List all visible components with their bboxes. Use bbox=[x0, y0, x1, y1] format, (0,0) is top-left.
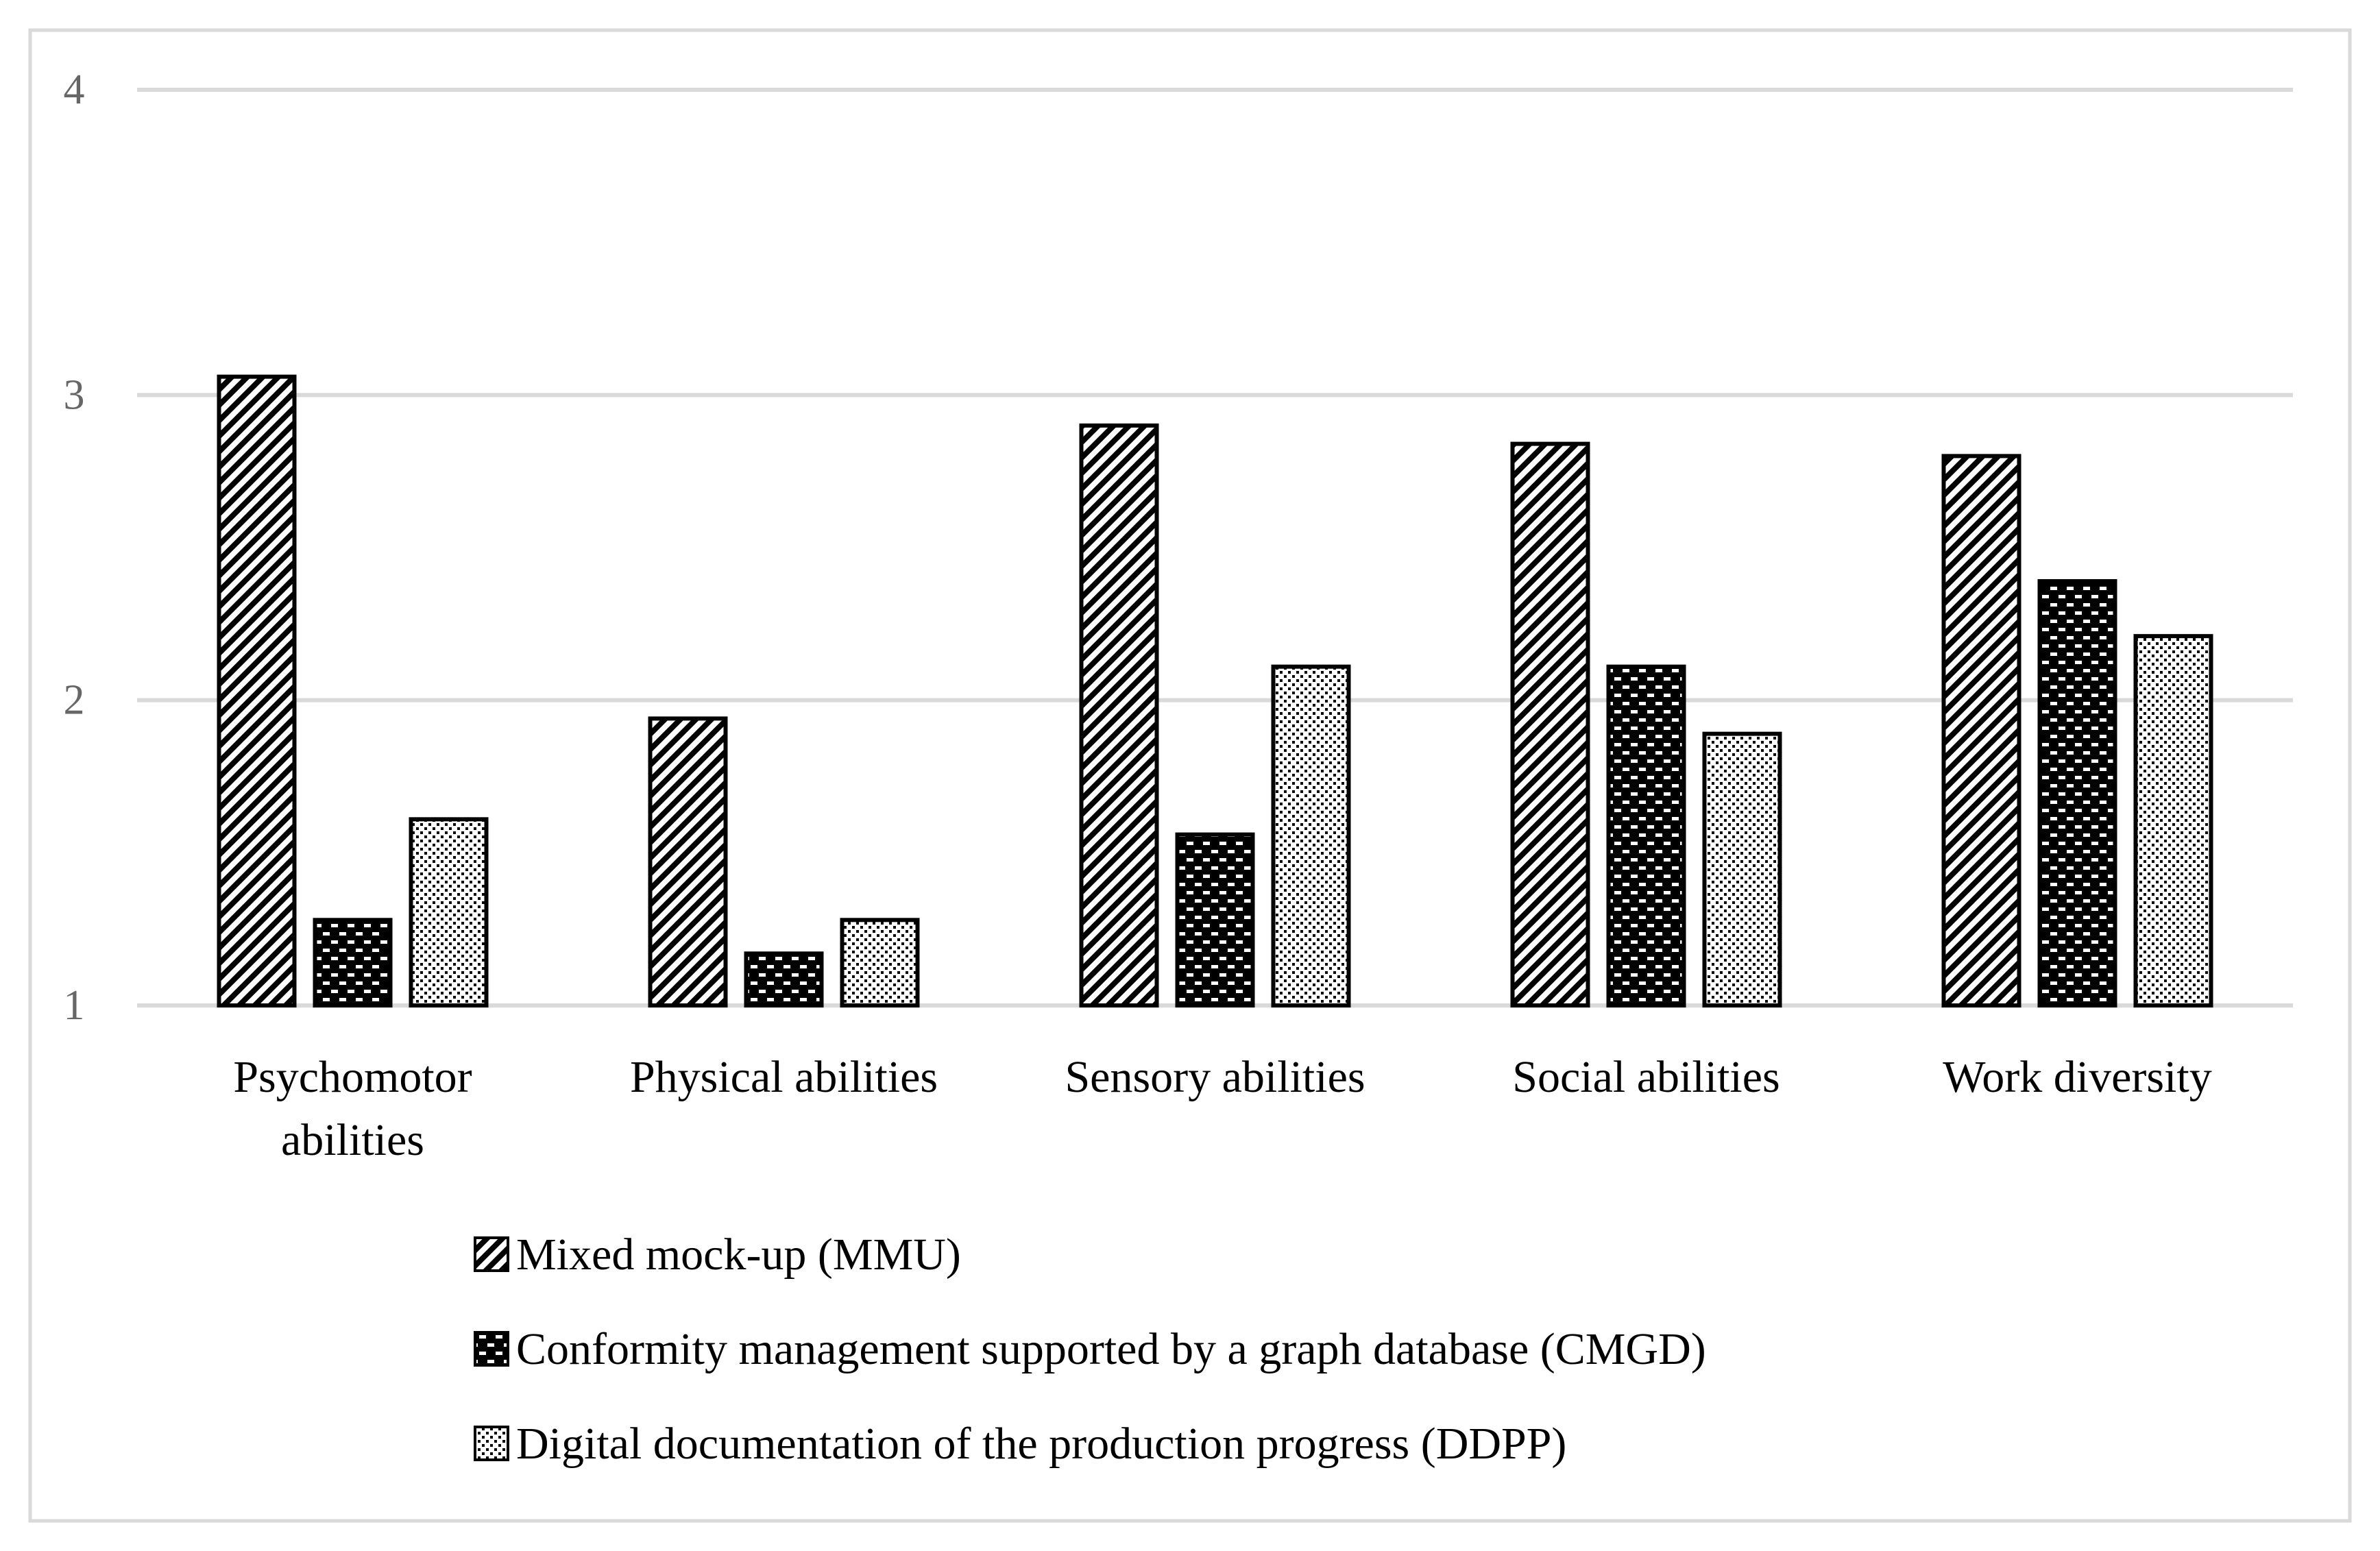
bar-s1-c0 bbox=[313, 918, 393, 1007]
x-category-label-1: Physical abilities bbox=[630, 1052, 938, 1102]
legend-swatch-0 bbox=[474, 1236, 509, 1272]
bar-s0-c4 bbox=[1941, 454, 2021, 1007]
x-category-label-0-line0: Psychomotor bbox=[233, 1052, 472, 1102]
bar-s0-c3 bbox=[1510, 441, 1590, 1007]
y-tick-label-3: 3 bbox=[64, 371, 85, 418]
bar-s2-c4 bbox=[2133, 634, 2213, 1007]
bar-s0-c1 bbox=[648, 716, 728, 1008]
legend-swatch-1 bbox=[474, 1331, 509, 1367]
bar-s2-c2 bbox=[1271, 664, 1351, 1007]
x-category-label-2: Sensory abilities bbox=[1065, 1052, 1365, 1102]
y-tick-label-1: 1 bbox=[64, 982, 85, 1029]
legend-label-0: Mixed mock-up (MMU) bbox=[516, 1230, 961, 1280]
bar-s0-c2 bbox=[1079, 423, 1159, 1007]
bar-s2-c3 bbox=[1702, 731, 1782, 1007]
bar-s1-c2 bbox=[1175, 832, 1255, 1007]
legend-swatch-2 bbox=[474, 1426, 509, 1461]
x-category-label-4: Work diversity bbox=[1943, 1052, 2211, 1102]
y-tick-label-2: 2 bbox=[64, 677, 85, 724]
bar-s2-c0 bbox=[409, 817, 489, 1007]
bar-s1-c1 bbox=[744, 951, 824, 1007]
bar-s0-c0 bbox=[217, 374, 297, 1007]
bar-s2-c1 bbox=[840, 918, 920, 1007]
legend-label-1: Conformity management supported by a gra… bbox=[516, 1324, 1706, 1374]
y-tick-label-4: 4 bbox=[64, 66, 85, 113]
bar-s1-c3 bbox=[1606, 664, 1686, 1007]
legend-label-2: Digital documentation of the production … bbox=[516, 1419, 1566, 1469]
x-category-label-3: Social abilities bbox=[1512, 1052, 1780, 1102]
bar-s1-c4 bbox=[2037, 578, 2117, 1007]
x-category-label-0-line1: abilities bbox=[281, 1115, 424, 1165]
